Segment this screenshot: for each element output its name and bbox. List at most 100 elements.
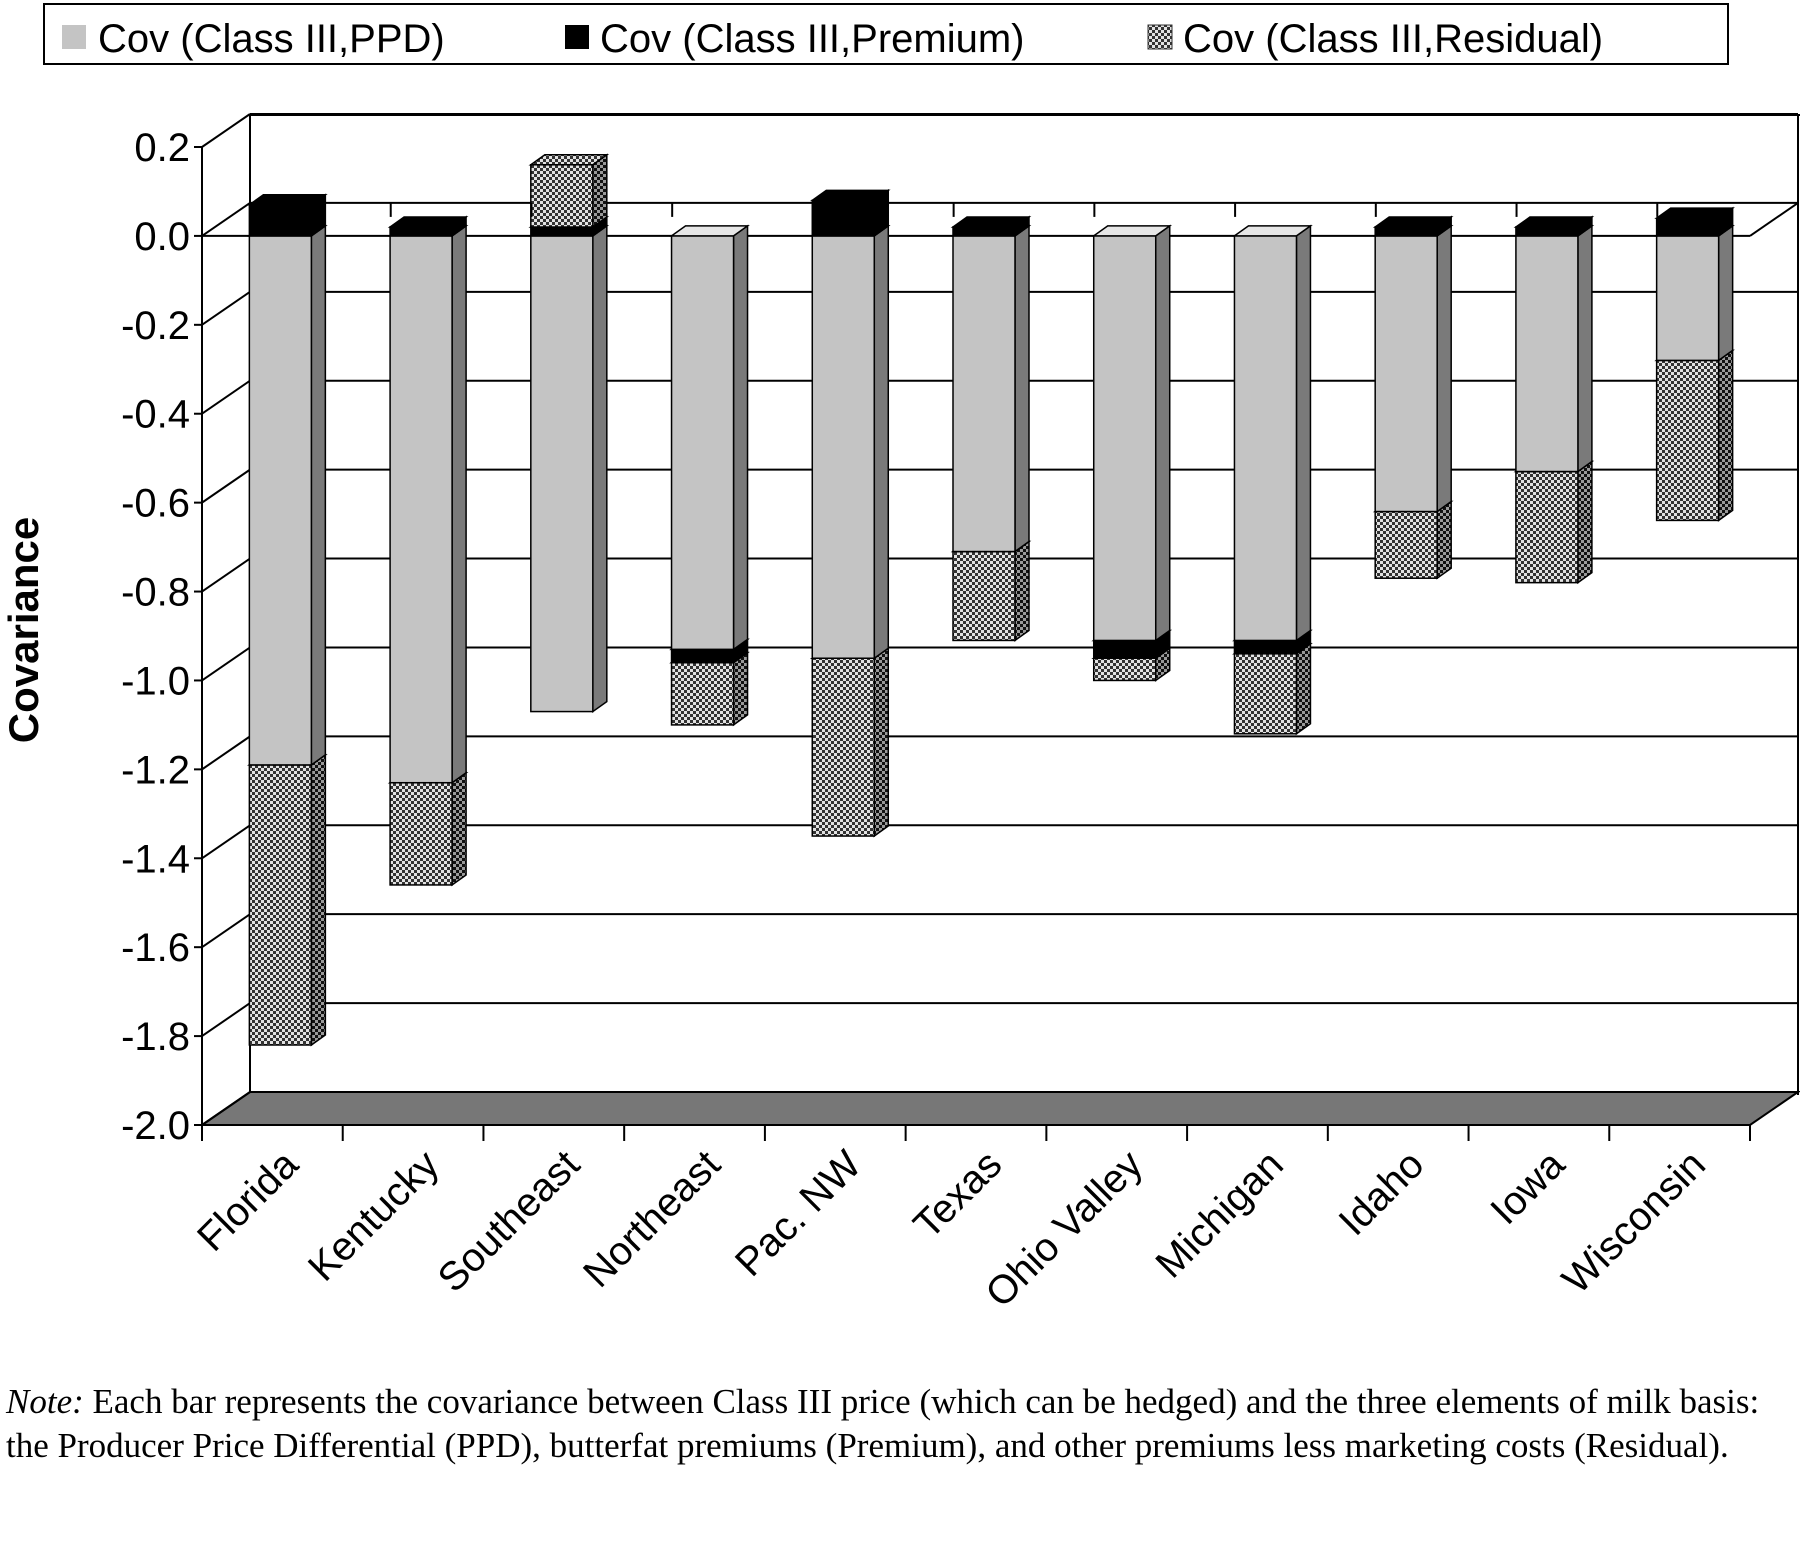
bar-segment-ppd-side — [873, 224, 890, 660]
gridline-side — [201, 824, 251, 860]
floor-panel — [198, 1091, 1800, 1126]
bar-segment-premium — [670, 648, 735, 664]
bar-segment-residual — [1655, 359, 1720, 522]
bar-segment-ppd-top — [669, 225, 750, 237]
bar-segment-residual — [1515, 470, 1579, 584]
bar-segment-ppd — [389, 235, 453, 784]
bar-segment-residual-side — [1014, 540, 1030, 642]
y-tick-label: -1.2 — [121, 748, 190, 792]
bar-segment-premium-top — [247, 194, 328, 206]
bar-group-iowa — [1513, 215, 1595, 585]
x-tick-label: Wisconsin — [1554, 1142, 1714, 1302]
bar-segment-ppd-side — [1717, 224, 1734, 362]
y-tick-label: -1.4 — [121, 837, 190, 881]
bar-segment-premium-top — [950, 216, 1032, 228]
bar-segment-ppd-side — [1154, 224, 1171, 642]
legend-label-premium: Cov (Class III,Premium) — [600, 17, 1025, 61]
bar-segment-residual-side — [451, 771, 467, 887]
bar-segment-ppd — [1374, 235, 1438, 513]
bar-segment-ppd-side — [1295, 224, 1312, 642]
bar-segment-ppd — [1092, 235, 1157, 642]
bar-segment-premium — [811, 199, 876, 237]
bar-segment-premium-top — [1513, 216, 1595, 228]
bar-group-southeast — [528, 153, 610, 714]
bar-segment-residual-side — [310, 753, 327, 1047]
bar-segment-premium — [1233, 639, 1298, 655]
y-tick-label: -1.8 — [121, 1015, 190, 1059]
legend-swatch-residual — [1147, 24, 1173, 50]
gridline-side — [201, 468, 251, 504]
gridline-side — [201, 646, 251, 682]
bar-group-kentucky — [387, 215, 469, 887]
bar-segment-premium — [1374, 226, 1438, 237]
bar-segment-ppd-side — [310, 224, 327, 767]
bar-segment-premium — [248, 204, 313, 237]
y-tick-label: -1.0 — [121, 659, 190, 703]
bar-segment-residual-side — [592, 153, 608, 229]
bar-segment-residual — [670, 661, 735, 726]
bar-segment-ppd — [248, 235, 313, 766]
bar-group-texas — [950, 215, 1032, 642]
x-tick-label: Florida — [189, 1142, 307, 1260]
bar-segment-premium — [530, 226, 594, 237]
x-tick-label: Pac. NW — [727, 1142, 870, 1285]
legend-box — [43, 3, 1729, 65]
x-tick-label: Northeast — [575, 1142, 729, 1296]
zero-line-depth — [1749, 202, 1799, 237]
bar-segment-residual-top — [528, 154, 610, 166]
bar-group-ohio-valley — [1091, 224, 1173, 682]
bar-segment-premium — [1515, 226, 1579, 237]
legend-swatch-premium — [565, 25, 589, 49]
gridline-side — [201, 1091, 251, 1126]
stacked-bar-chart: Cov (Class III,PPD) Cov (Class III,Premi… — [0, 3, 1800, 1316]
legend-swatch-ppd — [62, 25, 86, 49]
x-tick-label: Michigan — [1148, 1142, 1292, 1286]
bar-segment-ppd-side — [451, 224, 467, 785]
legend-label-ppd: Cov (Class III,PPD) — [98, 17, 445, 61]
bar-segment-residual — [952, 550, 1016, 642]
y-tick-label: -2.0 — [121, 1104, 190, 1148]
gridline-side — [201, 913, 251, 949]
bar-segment-ppd-top — [1091, 225, 1173, 237]
bar-group-pac-nw — [809, 188, 891, 838]
bar-segment-ppd-side — [732, 224, 749, 651]
bar-group-idaho — [1372, 215, 1454, 580]
bar-segment-residual-side — [873, 646, 890, 838]
bar-segment-ppd — [670, 235, 735, 651]
y-tick-label: -0.2 — [121, 304, 190, 348]
legend: Cov (Class III,PPD) Cov (Class III,Premi… — [43, 3, 1729, 65]
bar-segment-ppd — [952, 235, 1016, 553]
y-tick-label: -0.4 — [121, 393, 190, 437]
bar-segment-residual — [389, 781, 453, 886]
bar-segment-premium-top — [387, 216, 469, 228]
bar-segment-residual — [1233, 653, 1298, 735]
gridline-side — [201, 1002, 251, 1037]
bar-segment-residual — [1092, 657, 1157, 682]
bar-segment-ppd — [1515, 235, 1579, 473]
bar-segment-premium-top — [809, 189, 891, 202]
gridline-side — [201, 379, 251, 415]
gridline-side — [201, 202, 251, 237]
bar-segment-ppd-side — [592, 224, 608, 714]
bar-group-wisconsin — [1654, 206, 1735, 522]
bar-segment-residual-side — [1295, 642, 1312, 736]
gridline-side — [201, 290, 251, 326]
gridline-side — [201, 735, 251, 771]
bar-segment-residual — [248, 764, 313, 1046]
bar-segment-premium — [1655, 217, 1720, 237]
x-tick-label: Southeast — [430, 1142, 588, 1300]
bar-segment-residual-side — [1717, 348, 1734, 522]
legend-label-residual: Cov (Class III,Residual) — [1183, 17, 1603, 61]
gridline-side — [201, 113, 251, 148]
y-tick-label: -0.6 — [121, 482, 190, 526]
note-label: Note: — [6, 1382, 84, 1421]
y-axis: 0.2 0.0 -0.2 -0.4 -0.6 -0.8 -1.0 -1.2 -1.4 -1.6 -1… — [121, 126, 203, 1148]
bar-group-michigan — [1232, 224, 1313, 736]
y-axis-title: Covariance — [0, 517, 47, 743]
bar-segment-residual-side — [1436, 500, 1452, 580]
bar-segment-ppd — [1655, 235, 1720, 362]
bar-segment-ppd-top — [1232, 225, 1313, 237]
bar-segment-ppd-side — [1436, 224, 1452, 513]
bar-segment-ppd-side — [1014, 224, 1030, 553]
bar-group-northeast — [669, 224, 750, 727]
